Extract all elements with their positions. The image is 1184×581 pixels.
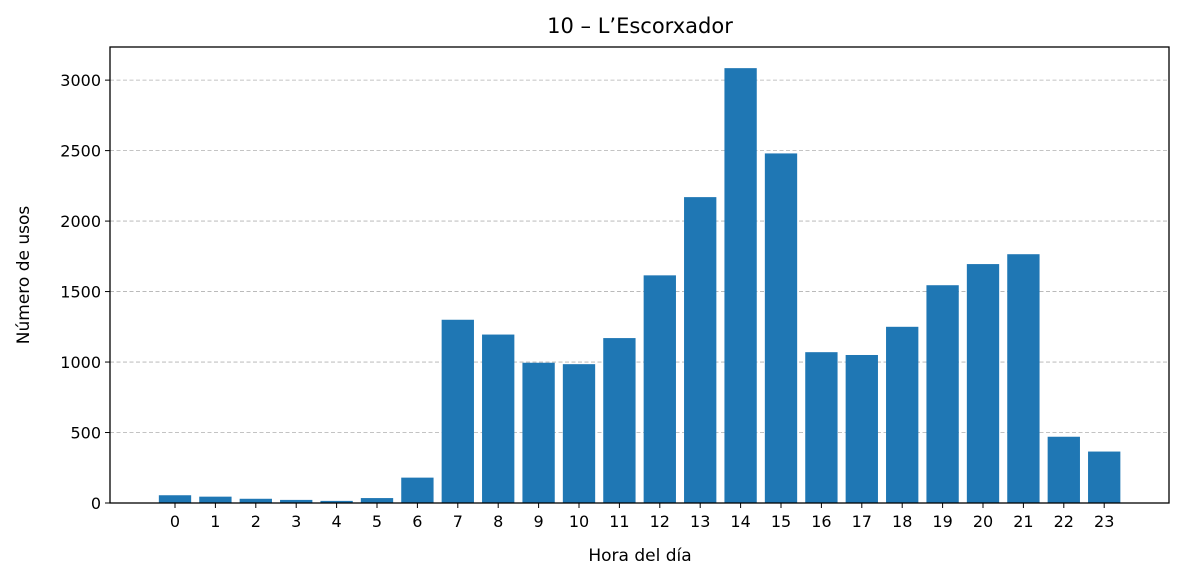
- bar-hour-4: [320, 500, 353, 503]
- y-axis-label: Número de usos: [14, 206, 34, 345]
- y-tick-label-500: 500: [70, 424, 101, 443]
- y-tick-label-3000: 3000: [60, 71, 101, 90]
- y-tick-label-2000: 2000: [60, 212, 101, 231]
- y-tick-label-2500: 2500: [60, 142, 101, 161]
- x-tick-label-8: 8: [493, 512, 503, 531]
- x-tick-label-17: 17: [852, 512, 872, 531]
- bar-hour-1: [199, 496, 232, 503]
- bar-hour-5: [360, 498, 394, 503]
- x-tick-label-20: 20: [973, 512, 993, 531]
- bar-hour-15: [764, 153, 798, 503]
- x-tick-label-23: 23: [1094, 512, 1114, 531]
- x-tick-label-11: 11: [609, 512, 629, 531]
- x-tick-label-18: 18: [892, 512, 912, 531]
- grid-lines: [110, 79, 1169, 433]
- x-tick-label-12: 12: [650, 512, 670, 531]
- bar-hour-14: [724, 68, 757, 503]
- bar-hour-23: [1088, 451, 1121, 503]
- x-tick-label-0: 0: [170, 512, 180, 531]
- x-tick-label-16: 16: [811, 512, 831, 531]
- x-tick-label-5: 5: [372, 512, 382, 531]
- bar-hour-6: [401, 477, 434, 503]
- x-tick-label-13: 13: [690, 512, 710, 531]
- bar-hour-19: [926, 285, 959, 503]
- bar-hour-10: [562, 364, 596, 503]
- y-axis-ticks: 0 500 1000 1500 2000 2500 3000: [60, 71, 110, 513]
- x-axis-label: Hora del día: [588, 546, 691, 566]
- bar-hour-7: [441, 319, 474, 503]
- x-tick-label-7: 7: [453, 512, 463, 531]
- bar-hour-20: [966, 264, 1000, 503]
- x-axis-ticks: 0 1 2 3 4 5 6 7 8 9 10 11 12 13 14 15 16 17 18 19 20 21 22 23: [170, 503, 1114, 531]
- x-tick-label-19: 19: [932, 512, 952, 531]
- bar-hour-0: [158, 495, 192, 503]
- chart-title: 10 – L’Escorxador: [547, 14, 733, 38]
- y-tick-label-1500: 1500: [60, 283, 101, 302]
- x-tick-label-10: 10: [569, 512, 589, 531]
- bar-hour-3: [280, 499, 313, 503]
- x-tick-label-15: 15: [771, 512, 791, 531]
- bar-hour-9: [522, 362, 555, 503]
- bar-hour-2: [239, 498, 272, 503]
- bar-hour-13: [684, 197, 717, 504]
- bar-hour-12: [643, 275, 676, 503]
- x-tick-label-6: 6: [412, 512, 422, 531]
- y-tick-label-0: 0: [91, 494, 101, 513]
- bar-hour-8: [482, 334, 515, 503]
- bar-hour-18: [886, 326, 919, 503]
- x-tick-label-21: 21: [1013, 512, 1033, 531]
- x-tick-label-2: 2: [251, 512, 261, 531]
- x-tick-label-14: 14: [730, 512, 750, 531]
- x-tick-label-4: 4: [332, 512, 342, 531]
- x-tick-label-1: 1: [210, 512, 220, 531]
- plot-frame: [109, 46, 1170, 504]
- x-tick-label-9: 9: [534, 512, 544, 531]
- bars: [158, 68, 1121, 504]
- bar-hour-11: [603, 338, 636, 503]
- x-tick-label-22: 22: [1054, 512, 1074, 531]
- y-tick-label-1000: 1000: [60, 353, 101, 372]
- bar-hour-22: [1047, 436, 1080, 503]
- bar-hour-16: [805, 352, 838, 503]
- bar-hour-17: [845, 354, 878, 503]
- bar-hour-21: [1007, 254, 1040, 503]
- x-tick-label-3: 3: [291, 512, 301, 531]
